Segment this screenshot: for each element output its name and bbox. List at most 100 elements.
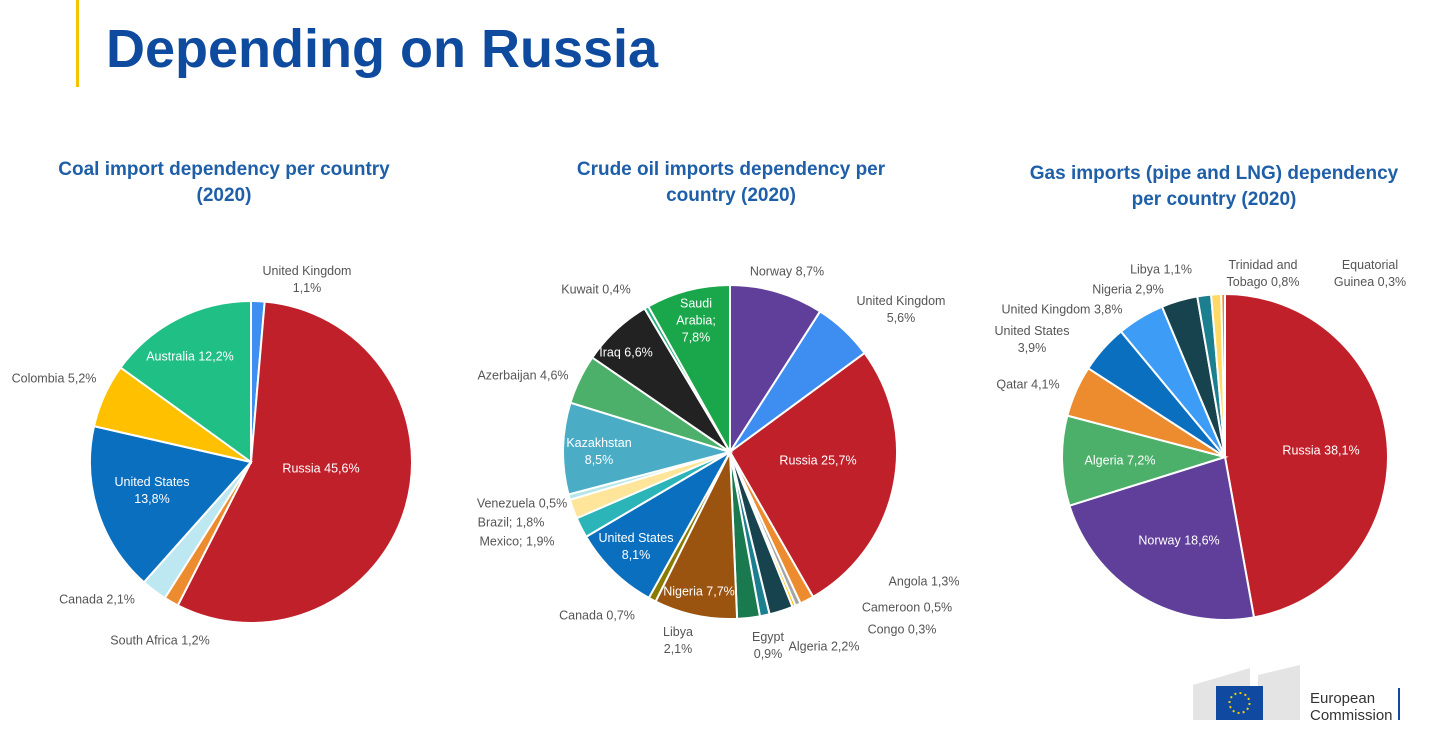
slice-category: United Kingdom bbox=[856, 294, 946, 308]
slice-label: Cameroon 0,5% bbox=[852, 600, 962, 617]
slice-value: 13,8% bbox=[134, 492, 170, 506]
slice-value: 0,7% bbox=[606, 608, 635, 623]
slice-label: Congo 0,3% bbox=[852, 622, 952, 639]
slice-value: 7,8% bbox=[681, 330, 711, 345]
slice-category: Angola bbox=[888, 574, 928, 589]
slice-category: Russia bbox=[779, 453, 818, 468]
pie-slice bbox=[1068, 455, 1256, 621]
slice-category: Nigeria bbox=[663, 584, 703, 599]
slice-category: United States bbox=[114, 475, 190, 489]
slice-label: Libya 1,1% bbox=[1111, 262, 1211, 279]
slice-label: Angola 1,3% bbox=[874, 574, 974, 591]
slice-label: United States 13,8% bbox=[107, 474, 197, 508]
slice-value: 38,1% bbox=[1324, 443, 1360, 458]
slice-label: Colombia 5,2% bbox=[4, 371, 104, 388]
slice-category: Saudi Arabia; bbox=[676, 296, 716, 328]
slice-category: Algeria bbox=[1084, 453, 1124, 468]
slice-category: Norway bbox=[749, 264, 793, 279]
slice-value: 3,9% bbox=[1017, 341, 1047, 355]
slice-value: 6,6% bbox=[624, 345, 653, 360]
slice-value: 18,6% bbox=[1184, 533, 1220, 548]
slice-label: Equatorial Guinea 0,3% bbox=[1330, 257, 1410, 291]
slice-label: Brazil; 1,8% bbox=[456, 515, 566, 532]
slice-value: 25,7% bbox=[821, 453, 857, 468]
pie-slice bbox=[729, 283, 822, 456]
page-title: Depending on Russia bbox=[106, 19, 659, 79]
slice-category: Kuwait bbox=[561, 282, 599, 297]
slice-label: United Kingdom 1,1% bbox=[262, 263, 352, 297]
slice-label: Venezuela 0,5% bbox=[467, 496, 577, 513]
slice-category: Canada bbox=[59, 592, 103, 607]
slice-label: United States 8,1% bbox=[591, 530, 681, 564]
slice-category: Equatorial Guinea bbox=[1333, 258, 1399, 289]
slice-label: South Africa 1,2% bbox=[100, 633, 220, 650]
pie-slice bbox=[562, 401, 734, 496]
slice-label: Russia 38,1% bbox=[1266, 443, 1376, 460]
slice-category: Algeria bbox=[788, 639, 828, 654]
slice-label: Australia 12,2% bbox=[135, 349, 245, 366]
slice-category: Iraq bbox=[599, 345, 621, 360]
slice-label: Saudi Arabia; 7,8% bbox=[668, 296, 724, 347]
slice-label: Russia 25,7% bbox=[768, 453, 868, 470]
slice-category: United States bbox=[994, 324, 1070, 338]
logo-mark bbox=[1193, 665, 1400, 720]
slice-category: Libya bbox=[1130, 262, 1160, 277]
slice-category: Brazil; bbox=[477, 515, 513, 530]
slice-label: Algeria 2,2% bbox=[769, 639, 879, 656]
slice-label: Kuwait 0,4% bbox=[546, 282, 646, 299]
slice-label: Azerbaijan 4,6% bbox=[468, 368, 578, 385]
slice-category: Egypt bbox=[752, 630, 784, 644]
slice-label: United States 3,9% bbox=[987, 323, 1077, 357]
slice-value: 1,8% bbox=[515, 515, 545, 530]
slice-category: Azerbaijan bbox=[477, 368, 537, 383]
chart-title: Coal import dependency per country (2020… bbox=[58, 159, 390, 206]
pie-slice bbox=[1061, 414, 1229, 507]
pie-slice bbox=[119, 299, 252, 464]
chart-title: Crude oil imports dependency per country… bbox=[576, 159, 886, 206]
slice-category: Canada bbox=[559, 608, 603, 623]
slice-value: 5,6% bbox=[886, 311, 916, 325]
slice-label: Algeria 7,2% bbox=[1065, 453, 1175, 470]
chart-title: Gas imports (pipe and LNG) dependency pe… bbox=[1029, 163, 1399, 210]
slice-category: Norway bbox=[1138, 533, 1181, 548]
slice-value: 8,1% bbox=[621, 548, 651, 562]
pie-slice bbox=[728, 351, 898, 599]
slice-value: 3,8% bbox=[1093, 302, 1123, 317]
slice-category: Libya bbox=[663, 625, 693, 639]
slice-value: 0,5% bbox=[538, 496, 568, 511]
slice-category: South Africa bbox=[110, 633, 178, 648]
slice-label: Nigeria 2,9% bbox=[1078, 282, 1178, 299]
logo-line: Commission bbox=[1310, 707, 1393, 724]
slice-value: 2,1% bbox=[106, 592, 135, 607]
slice-category: Venezuela bbox=[476, 496, 536, 511]
slice-value: 0,5% bbox=[923, 600, 953, 615]
slice-value: 1,9% bbox=[526, 534, 555, 549]
slice-value: 12,2% bbox=[198, 349, 234, 364]
slice-label: Russia 45,6% bbox=[271, 461, 371, 478]
slice-label: Kazakhstan 8,5% bbox=[559, 435, 639, 469]
accent-bar bbox=[76, 0, 79, 87]
slice-label: Canada 0,7% bbox=[547, 608, 647, 625]
pie-slice bbox=[646, 283, 731, 456]
slice-value: 7,7% bbox=[706, 584, 735, 599]
pie-slice bbox=[1224, 292, 1389, 619]
slice-label: United Kingdom 3,8% bbox=[997, 302, 1127, 319]
slice-label: Nigeria 7,7% bbox=[649, 584, 749, 601]
slice-value: 2,1% bbox=[663, 642, 693, 656]
slice-value: 1,3% bbox=[930, 574, 960, 589]
slice-label: Qatar 4,1% bbox=[978, 377, 1078, 394]
slice-value: 0,3% bbox=[1377, 275, 1407, 289]
slice-label: Iraq 6,6% bbox=[581, 345, 671, 362]
slice-value: 8,7% bbox=[795, 264, 825, 279]
slice-value: 7,2% bbox=[1126, 453, 1156, 468]
slice-value: 0,8% bbox=[1271, 275, 1300, 289]
slice-category: United States bbox=[598, 531, 674, 545]
slice-category: Mexico; bbox=[479, 534, 523, 549]
slice-label: Canada 2,1% bbox=[47, 592, 147, 609]
slice-value: 45,6% bbox=[324, 461, 360, 476]
slice-value: 4,6% bbox=[540, 368, 569, 383]
slice-category: Congo bbox=[867, 622, 905, 637]
slice-label: Mexico; 1,9% bbox=[462, 534, 572, 551]
